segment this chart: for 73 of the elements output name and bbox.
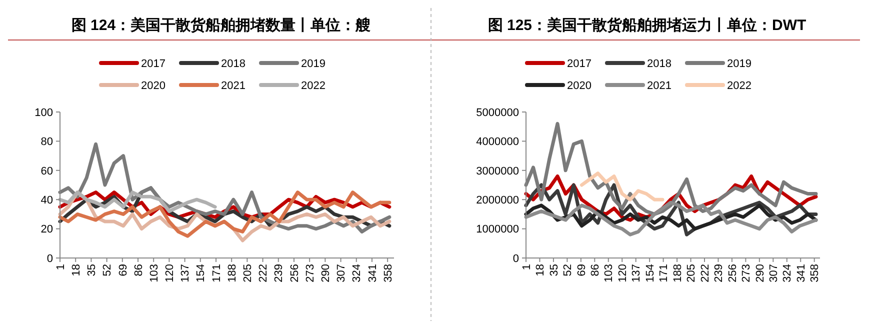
x-tick-label: 307 [768,264,780,282]
x-tick-label: 18 [70,264,82,276]
y-tick-label: 4000000 [476,136,519,148]
x-tick-label: 86 [132,264,145,276]
legend-label: 2021 [221,80,246,92]
x-tick-label: 188 [226,264,238,282]
x-tick-label: 86 [590,264,602,276]
x-tick-label: 52 [562,264,574,276]
x-tick-label: 205 [686,264,698,282]
legend-label: 2022 [301,80,326,92]
legend-label: 2020 [567,80,592,92]
legend-label: 2022 [727,80,752,92]
y-tick-label: 60 [40,165,53,178]
x-tick-label: 205 [242,264,254,282]
x-tick-label: 256 [726,264,739,282]
y-tick-label: 5000000 [476,106,519,119]
x-tick-label: 69 [576,264,588,276]
y-tick-label: 1000000 [476,224,519,236]
x-tick-label: 1 [520,264,533,270]
x-tick-label: 35 [86,264,98,276]
x-tick-label: 256 [288,264,301,282]
legend-label: 2021 [647,80,672,92]
x-tick-label: 1 [54,264,67,270]
legend-label: 2018 [221,58,246,70]
chart-title: 图 125：美国干散货船舶拥堵运力丨单位：DWT [488,16,806,34]
x-tick-label: 35 [548,264,560,276]
x-tick-label: 341 [366,264,379,282]
x-tick-label: 69 [117,264,130,276]
x-tick-label: 273 [740,264,753,282]
x-tick-label: 18 [534,264,547,276]
x-tick-label: 52 [102,264,114,276]
x-tick-label: 239 [713,264,726,282]
x-tick-label: 137 [180,264,192,282]
x-tick-label: 324 [782,264,794,282]
x-tick-label: 222 [258,264,270,282]
x-tick-label: 239 [273,264,286,282]
y-tick-label: 20 [40,224,53,236]
y-tick-label: 100 [34,106,53,119]
x-tick-label: 103 [148,264,160,282]
x-tick-label: 324 [351,264,364,282]
legend-label: 2019 [727,58,752,70]
chart-title: 图 124：美国干散货船舶拥堵数量丨单位：艘 [71,16,371,34]
legend-label: 2019 [301,58,326,70]
x-tick-label: 290 [754,264,766,282]
y-tick-label: 80 [40,136,53,148]
line-series [524,122,818,216]
x-tick-label: 358 [809,264,822,282]
legend-label: 2018 [647,58,672,70]
x-tick-label: 290 [320,264,332,282]
legend-label: 2017 [567,58,592,70]
x-tick-label: 188 [672,264,684,282]
x-tick-label: 358 [382,264,394,282]
y-tick-label: 2000000 [476,194,519,206]
line-series [58,190,217,214]
legend-label: 2020 [141,80,166,92]
x-tick-label: 307 [336,264,348,282]
line-series [580,172,664,202]
x-tick-label: 154 [644,264,656,282]
x-tick-label: 222 [699,264,712,282]
y-tick-label: 0 [46,252,53,265]
x-tick-label: 341 [795,264,808,282]
x-tick-label: 103 [603,264,616,282]
x-tick-label: 171 [210,264,223,282]
x-tick-label: 171 [658,264,670,282]
x-tick-label: 120 [164,264,176,282]
y-tick-label: 0 [512,252,519,265]
x-tick-label: 120 [616,264,629,282]
legend-label: 2017 [141,58,166,70]
x-tick-label: 137 [630,264,643,282]
y-tick-label: 40 [40,194,53,206]
x-tick-label: 273 [304,264,316,282]
x-tick-label: 154 [195,264,208,282]
y-tick-label: 3000000 [476,165,519,178]
